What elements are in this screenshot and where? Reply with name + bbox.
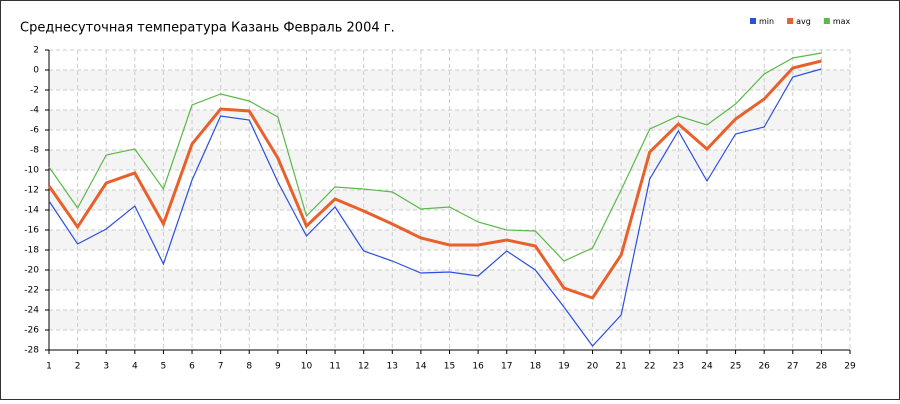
- x-tick-label: 12: [358, 362, 369, 372]
- x-tick-label: 16: [472, 362, 484, 372]
- y-tick-label: -24: [24, 306, 39, 316]
- x-tick-label: 19: [558, 362, 570, 372]
- x-tick-label: 2: [75, 362, 81, 372]
- x-tick-label: 5: [161, 362, 167, 372]
- chart-title: Среднесуточная температура Казань Феврал…: [20, 21, 395, 36]
- y-tick-label: -26: [24, 326, 39, 336]
- x-tick-label: 20: [587, 362, 599, 372]
- x-tick-label: 7: [218, 362, 224, 372]
- y-tick-label: 2: [33, 46, 39, 56]
- legend-label: avg: [796, 17, 811, 26]
- x-tick-label: 8: [246, 362, 252, 372]
- legend-swatch: [750, 18, 756, 24]
- x-tick-label: 26: [758, 362, 770, 372]
- x-tick-label: 22: [644, 362, 655, 372]
- band: [49, 150, 850, 170]
- y-tick-label: -14: [24, 206, 39, 216]
- y-tick-label: -2: [30, 86, 39, 96]
- series-line: [48, 68, 822, 347]
- x-tick-label: 10: [301, 362, 313, 372]
- x-tick-label: 18: [530, 362, 542, 372]
- y-tick-label: -4: [30, 106, 39, 116]
- y-tick-label: -22: [24, 286, 39, 296]
- x-tick-label: 23: [673, 362, 684, 372]
- y-tick-label: -10: [24, 166, 39, 176]
- y-tick-label: 0: [33, 66, 39, 76]
- x-tick-label: 17: [501, 362, 512, 372]
- x-tick-label: 25: [730, 362, 741, 372]
- legend-swatch: [823, 18, 830, 24]
- y-tick-label: -12: [24, 186, 39, 196]
- y-tick-label: -28: [24, 346, 39, 356]
- legend-swatch: [787, 18, 794, 24]
- x-tick-label: 1: [46, 362, 52, 372]
- y-tick-label: -20: [24, 266, 39, 276]
- x-tick-label: 13: [387, 362, 398, 372]
- x-tick-label: 21: [615, 362, 626, 372]
- legend-label: min: [759, 17, 774, 26]
- series-line: [48, 52, 822, 262]
- x-tick-label: 14: [415, 362, 427, 372]
- x-tick-label: 9: [275, 362, 281, 372]
- x-tick-label: 28: [816, 362, 828, 372]
- band: [49, 270, 850, 290]
- x-tick-label: 24: [701, 362, 713, 372]
- y-tick-label: -6: [30, 126, 39, 136]
- series-line: [47, 59, 822, 300]
- x-tick-label: 3: [103, 362, 109, 372]
- y-tick-label: -8: [30, 146, 39, 156]
- x-tick-label: 6: [189, 362, 195, 372]
- y-tick-label: -16: [24, 226, 39, 236]
- x-tick-label: 15: [444, 362, 455, 372]
- x-tick-label: 29: [844, 362, 856, 372]
- x-tick-label: 4: [132, 362, 138, 372]
- x-tick-label: 27: [787, 362, 798, 372]
- y-tick-label: -18: [24, 246, 39, 256]
- legend-label: max: [833, 17, 851, 26]
- x-tick-label: 11: [329, 362, 340, 372]
